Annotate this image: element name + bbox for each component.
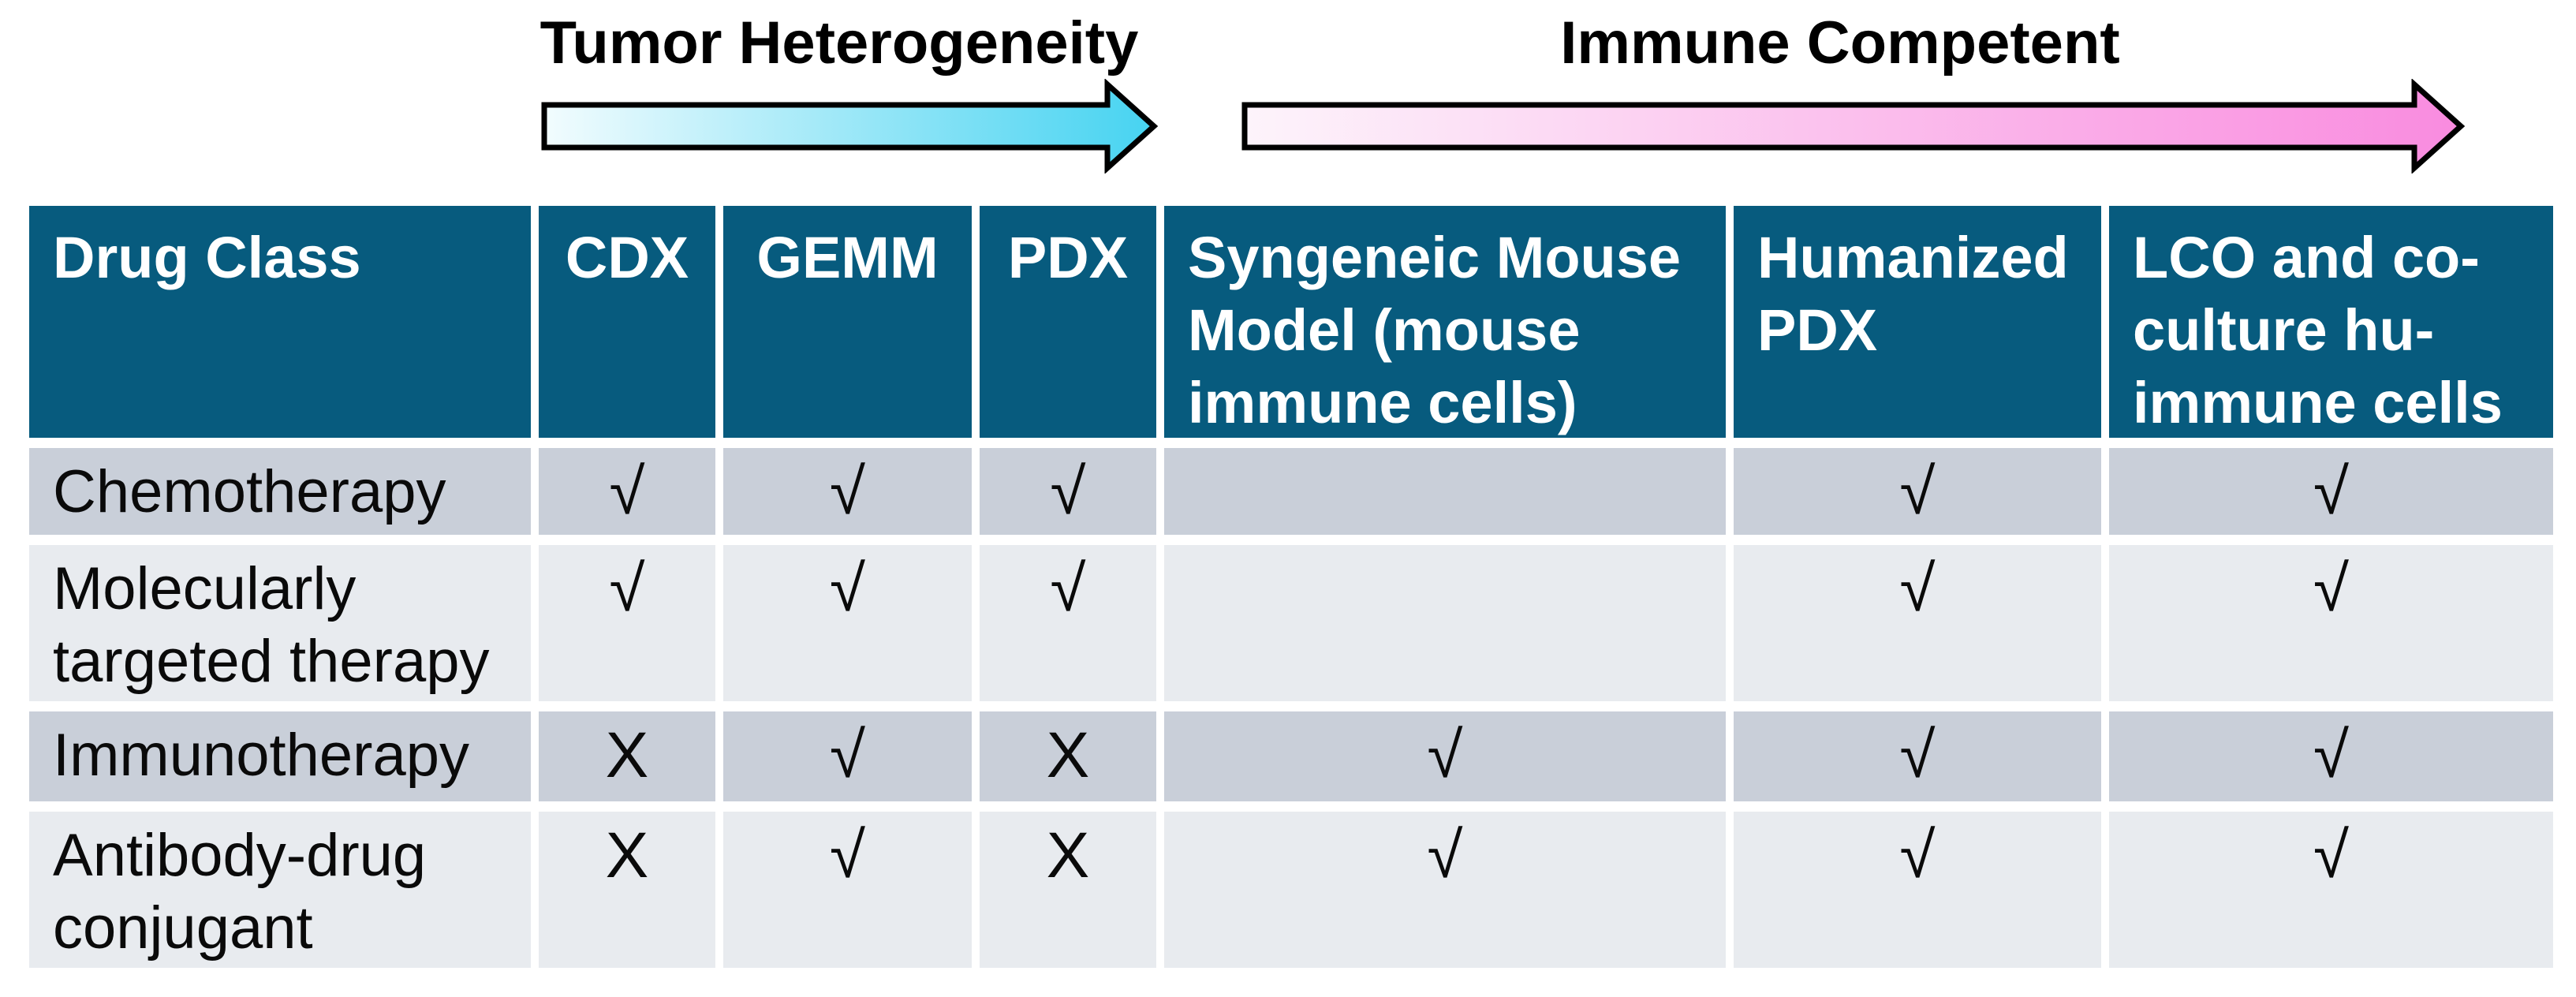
table-cell-check: √ (723, 711, 972, 801)
row-label-immunotherapy: Immunotherapy (29, 711, 531, 801)
table-cell-check: √ (1734, 812, 2101, 968)
immune-competent-label: Immune Competent (1560, 9, 2120, 77)
table-cell-check: √ (980, 448, 1156, 535)
tumor-heterogeneity-label: Tumor Heterogeneity (539, 9, 1139, 77)
table-cell-check: √ (2109, 545, 2553, 701)
table-cell-cross: X (980, 711, 1156, 801)
table-cell-check: √ (1164, 711, 1726, 801)
tumor-heterogeneity-arrow-icon (541, 79, 1159, 174)
right-arrow-shape (1241, 79, 2466, 174)
table-cell-check: √ (2109, 711, 2553, 801)
table-cell-check: √ (723, 812, 972, 968)
table-cell-empty (1164, 448, 1726, 535)
drug-model-comparison-table: Drug Class CDX GEMM PDX Syngeneic Mouse … (29, 206, 2553, 968)
table-cell-check: √ (980, 545, 1156, 701)
table-cell-cross: X (980, 812, 1156, 968)
header-cdx: CDX (539, 206, 715, 438)
table-cell-cross: X (539, 711, 715, 801)
table-cell-check: √ (2109, 448, 2553, 535)
table-cell-check: √ (539, 545, 715, 701)
table-cell-check: √ (1734, 448, 2101, 535)
table-cell-check: √ (539, 448, 715, 535)
row-label-chemotherapy: Chemotherapy (29, 448, 531, 535)
table-cell-check: √ (1734, 711, 2101, 801)
right-arrow-shape (541, 79, 1159, 174)
header-humanized-pdx: Humanized PDX (1734, 206, 2101, 438)
header-gemm: GEMM (723, 206, 972, 438)
row-label-antibody-drug-conjugant: Antibody-drug conjugant (29, 812, 531, 968)
table-cell-cross: X (539, 812, 715, 968)
table-cell-check: √ (723, 545, 972, 701)
row-label-molecularly-targeted-therapy: Molecularly targeted therapy (29, 545, 531, 701)
header-lco-co-culture: LCO and co-culture hu-immune cells (2109, 206, 2553, 438)
table-cell-check: √ (1734, 545, 2101, 701)
header-pdx: PDX (980, 206, 1156, 438)
header-syngeneic-mouse-model: Syngeneic Mouse Model (mouse immune cell… (1164, 206, 1726, 438)
table-cell-check: √ (2109, 812, 2553, 968)
table-cell-empty (1164, 545, 1726, 701)
header-drug-class: Drug Class (29, 206, 531, 438)
table-cell-check: √ (723, 448, 972, 535)
table-cell-check: √ (1164, 812, 1726, 968)
immune-competent-arrow-icon (1241, 79, 2466, 174)
